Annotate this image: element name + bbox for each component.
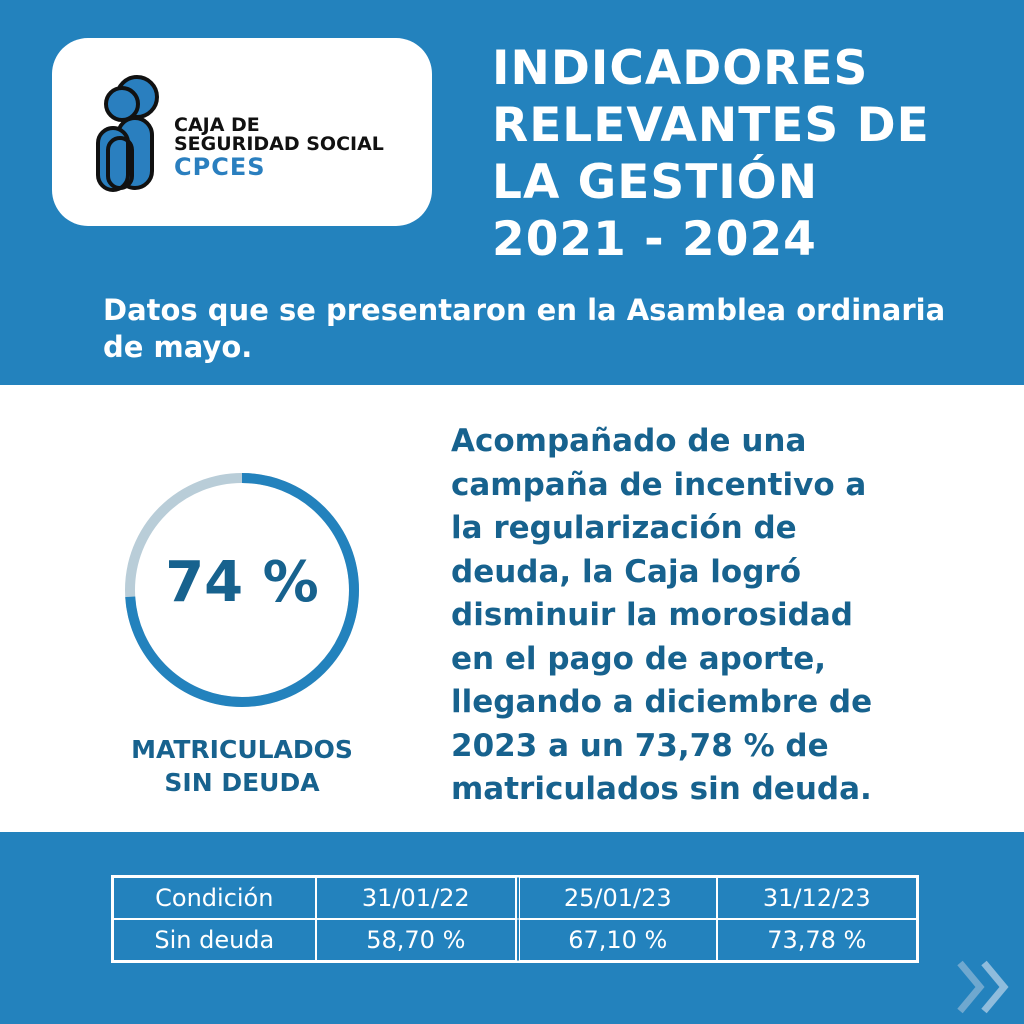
table-cell: 58,70 % [315, 919, 517, 961]
description-line: disminuir la morosidad [451, 597, 853, 633]
subtitle: Datos que se presentaron en la Asamblea … [103, 293, 946, 364]
page-title: INDICADORES RELEVANTES DE LA GESTIÓN 202… [492, 40, 1012, 268]
table-cell: 67,10 % [516, 919, 717, 961]
stat-label-line-1: MATRICULADOS [131, 735, 353, 764]
logo-card: CAJA DE SEGURIDAD SOCIAL CPCES [52, 38, 432, 226]
description-line: llegando a diciembre de [451, 684, 873, 720]
description-line: campaña de incentivo a [451, 466, 867, 503]
double-chevron-right-icon[interactable] [954, 957, 1018, 1017]
content-section [0, 385, 1024, 832]
stat-label: MATRICULADOS SIN DEUDA [92, 733, 392, 799]
title-line: LA GESTIÓN [492, 155, 819, 210]
data-table: Condición 31/01/22 25/01/23 31/12/23 Sin… [111, 875, 919, 963]
table-cell: 25/01/23 [516, 877, 717, 919]
table-header-row: Condición 31/01/22 25/01/23 31/12/23 [113, 877, 917, 919]
table-cell: 31/01/22 [315, 877, 517, 919]
description-line: 2023 a un 73,78 % de [451, 727, 829, 764]
stat-label-line-2: SIN DEUDA [164, 768, 320, 797]
description: Acompañado de una campaña de incentivo a… [451, 420, 1011, 812]
description-line: matriculados sin deuda. [451, 771, 872, 807]
ring-fill [125, 473, 359, 707]
logo-line-2: SEGURIDAD SOCIAL [174, 133, 384, 155]
logo-line-3: CPCES [174, 153, 266, 181]
description-line: Acompañado de una [451, 423, 807, 459]
logo-line-1: CAJA DE [174, 114, 260, 136]
description-line: la regularización de [451, 510, 797, 546]
description-line: en el pago de aporte, [451, 640, 827, 677]
title-line: 2021 - 2024 [492, 212, 817, 267]
stat-value: 74 % [165, 550, 319, 615]
progress-ring [125, 473, 359, 707]
table-cell: 73,78 % [716, 919, 917, 961]
title-line: RELEVANTES DE [492, 98, 930, 153]
logo-wordmark: CAJA DE SEGURIDAD SOCIAL CPCES [174, 114, 384, 181]
table-cell: Sin deuda [113, 919, 316, 961]
people-icon [96, 75, 159, 192]
table-row: Sin deuda 58,70 % 67,10 % 73,78 % [113, 919, 917, 961]
description-line: deuda, la Caja logró [451, 553, 802, 590]
table-cell: 31/12/23 [716, 877, 917, 919]
table-cell: Condición [113, 877, 316, 919]
title-line: INDICADORES [492, 41, 869, 96]
